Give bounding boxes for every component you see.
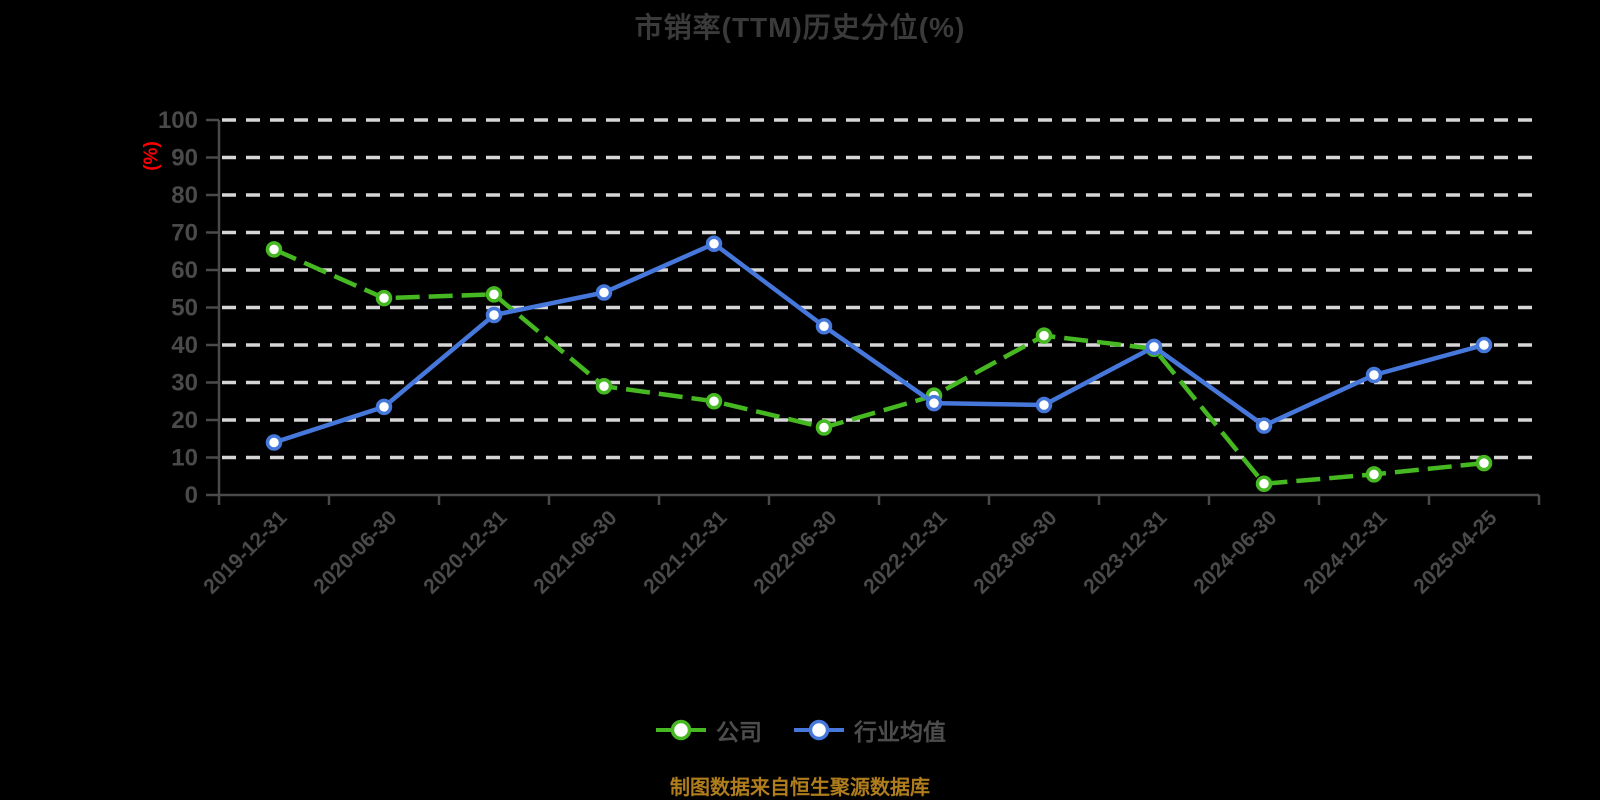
data-point-industry-2020-06-30[interactable] xyxy=(375,398,393,416)
data-point-industry-2022-06-30[interactable] xyxy=(815,318,833,335)
data-point-industry-2023-06-30[interactable] xyxy=(1035,396,1053,414)
legend-label-industry: 行业均值 xyxy=(854,719,946,745)
y-tick-label: 60 xyxy=(171,257,198,284)
data-point-industry-2019-12-31[interactable] xyxy=(265,434,283,451)
data-point-company-2024-06-30[interactable] xyxy=(1255,475,1273,492)
y-tick-label: 30 xyxy=(171,370,198,397)
data-point-industry-2024-06-30[interactable] xyxy=(1255,417,1273,434)
data-point-company-2023-06-30[interactable] xyxy=(1035,327,1053,344)
legend-marker-industry-icon xyxy=(794,719,844,741)
data-point-company-2021-06-30[interactable] xyxy=(595,378,613,395)
data-point-company-2022-06-30[interactable] xyxy=(815,419,833,436)
legend-item-industry[interactable]: 行业均值 xyxy=(792,713,946,747)
x-tick-label: 2022-12-31 xyxy=(859,506,951,598)
y-tick-label: 40 xyxy=(171,332,198,359)
data-point-industry-2021-12-31[interactable] xyxy=(705,235,723,252)
legend-label-company: 公司 xyxy=(716,719,762,745)
data-point-company-2021-12-31[interactable] xyxy=(705,393,723,410)
data-point-industry-2021-06-30[interactable] xyxy=(595,284,613,301)
legend-marker-company-icon xyxy=(656,719,706,741)
y-tick-label: 50 xyxy=(171,295,198,322)
y-tick-label: 70 xyxy=(171,220,198,247)
x-tick-label: 2021-12-31 xyxy=(639,506,731,598)
data-point-company-2024-12-31[interactable] xyxy=(1365,466,1383,483)
x-tick-label: 2020-06-30 xyxy=(309,506,401,598)
data-point-company-2020-06-30[interactable] xyxy=(375,289,393,307)
y-tick-label: 20 xyxy=(171,407,198,434)
x-tick-label: 2019-12-31 xyxy=(199,506,291,598)
legend: 公司 行业均值 xyxy=(0,712,1600,748)
x-tick-label: 2025-04-25 xyxy=(1409,506,1501,598)
y-tick-label: 10 xyxy=(171,445,198,472)
data-point-company-2025-04-25[interactable] xyxy=(1475,454,1493,472)
x-tick-label: 2024-12-31 xyxy=(1299,506,1391,598)
data-point-company-2019-12-31[interactable] xyxy=(265,241,283,258)
x-tick-label: 2023-06-30 xyxy=(969,506,1061,598)
series-line-company xyxy=(273,247,1485,486)
data-point-industry-2023-12-31[interactable] xyxy=(1145,338,1163,356)
x-tick-label: 2024-06-30 xyxy=(1189,506,1281,598)
chart-title: 市销率(TTM)历史分位(%) xyxy=(634,12,966,43)
y-axis-unit-label: (%) xyxy=(141,141,162,171)
series-line-industry xyxy=(273,241,1485,445)
x-tick-label: 2022-06-30 xyxy=(749,506,841,598)
data-source-note: 制图数据来自恒生聚源数据库 xyxy=(670,777,930,799)
y-tick-label: 80 xyxy=(171,182,198,209)
y-tick-label: 0 xyxy=(185,482,198,509)
x-tick-label: 2021-06-30 xyxy=(529,506,621,598)
data-point-industry-2022-12-31[interactable] xyxy=(925,394,943,412)
data-point-industry-2020-12-31[interactable] xyxy=(485,306,503,324)
data-point-company-2020-12-31[interactable] xyxy=(485,286,503,303)
x-tick-label: 2023-12-31 xyxy=(1079,506,1171,598)
data-point-industry-2024-12-31[interactable] xyxy=(1365,366,1383,384)
legend-item-company[interactable]: 公司 xyxy=(654,713,762,747)
data-point-industry-2025-04-25[interactable] xyxy=(1475,336,1493,354)
y-tick-label: 90 xyxy=(171,145,198,172)
y-tick-label: 100 xyxy=(158,107,198,134)
x-tick-label: 2020-12-31 xyxy=(419,506,511,598)
